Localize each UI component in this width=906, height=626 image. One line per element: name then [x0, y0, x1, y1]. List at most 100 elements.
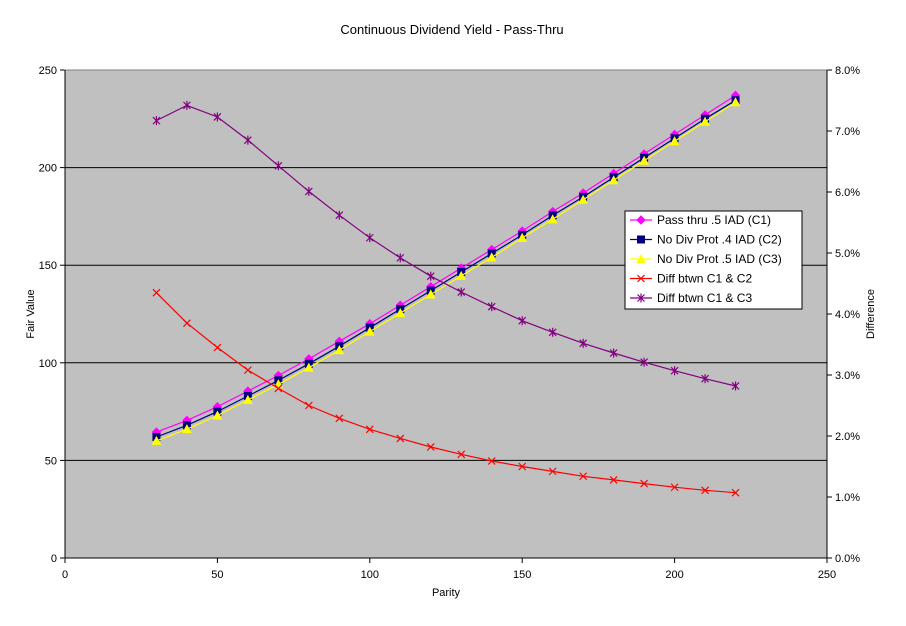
- y-tick-label: 100: [39, 358, 57, 370]
- legend: Pass thru .5 IAD (C1) No Div Prot .4 IAD …: [624, 210, 803, 310]
- data-point: [396, 253, 405, 263]
- marker-stroke: [548, 467, 557, 476]
- data-point: [548, 327, 557, 337]
- series-layer: [151, 90, 741, 497]
- marker-stroke: [274, 384, 283, 393]
- marker-stroke: [335, 414, 344, 423]
- y-tick-label: 150: [39, 260, 57, 272]
- data-point: [335, 210, 344, 220]
- data-point: [487, 302, 496, 312]
- data-point: [151, 435, 162, 445]
- marker-stroke: [457, 450, 466, 459]
- data-point: [243, 135, 252, 145]
- data-point: [274, 161, 283, 171]
- marker-stroke: [637, 274, 645, 283]
- data-point: [731, 381, 740, 391]
- data-point: [548, 467, 557, 476]
- marker-stroke: [670, 483, 679, 492]
- marker-stroke: [182, 319, 191, 328]
- data-point: [701, 374, 710, 384]
- y2-tick-label: 1.0%: [835, 492, 860, 504]
- data-point: [486, 252, 497, 262]
- legend-label: No Div Prot .4 IAD (C2): [657, 233, 782, 247]
- x-tick-label: 50: [211, 569, 223, 581]
- data-point: [670, 366, 679, 376]
- y2-tick-label: 2.0%: [835, 431, 860, 443]
- x-tick-label: 150: [513, 569, 531, 581]
- y-axis-title: Fair Value: [25, 289, 37, 338]
- data-point: [274, 384, 283, 393]
- data-point: [640, 357, 649, 367]
- y2-tick-label: 0.0%: [835, 553, 860, 565]
- legend-swatch-marker: [636, 253, 646, 263]
- y2-tick-label: 7.0%: [835, 126, 860, 138]
- data-point: [640, 479, 649, 488]
- data-point: [425, 289, 436, 299]
- data-point: [182, 100, 191, 110]
- data-point: [669, 136, 680, 146]
- series-5: [152, 100, 740, 391]
- marker-stroke: [518, 462, 527, 471]
- y-tick-label: 0: [51, 553, 57, 565]
- data-point: [547, 214, 558, 224]
- series-3: [151, 97, 741, 445]
- data-point: [670, 483, 679, 492]
- marker-stroke: [731, 488, 740, 497]
- data-point: [608, 175, 619, 185]
- y-tick-label: 200: [39, 163, 57, 175]
- data-point: [730, 97, 741, 107]
- legend-item: Diff btwn C1 & C2: [630, 272, 752, 286]
- legend-item: No Div Prot .5 IAD (C3): [630, 252, 782, 266]
- data-point: [212, 410, 223, 420]
- marker-stroke: [701, 486, 710, 495]
- legend-box: [624, 210, 803, 310]
- series-line: [156, 99, 736, 438]
- axes: 0 50 100 150 200 250 0.0% 1.0% 2.0% 3.0% 4.0% 5.0% 6…: [39, 65, 861, 581]
- data-point: [426, 443, 435, 451]
- data-point: [396, 434, 405, 443]
- data-point: [609, 475, 618, 484]
- plot-area: [65, 70, 827, 558]
- marker-stroke: [640, 479, 649, 488]
- x-tick-label: 0: [62, 569, 68, 581]
- data-point: [579, 472, 588, 481]
- legend-label: No Div Prot .5 IAD (C3): [657, 252, 782, 266]
- y2-tick-label: 3.0%: [835, 370, 860, 382]
- data-point: [243, 394, 253, 404]
- data-point: [304, 186, 313, 196]
- marker-stroke: [243, 366, 252, 375]
- data-point: [579, 338, 588, 348]
- legend-swatch-marker: [636, 215, 646, 225]
- marker-stroke: [609, 475, 618, 484]
- series-line: [156, 101, 736, 442]
- series-line: [155, 292, 736, 494]
- legend-item: Pass thru .5 IAD (C1): [630, 213, 771, 227]
- legend-label: Pass thru .5 IAD (C1): [657, 213, 771, 227]
- y2-tick-label: 6.0%: [835, 187, 860, 199]
- data-point: [426, 271, 435, 281]
- data-point: [213, 112, 222, 122]
- data-point: [700, 116, 710, 126]
- x-tick-label: 200: [665, 569, 683, 581]
- legend-label: Diff btwn C1 & C3: [657, 291, 752, 305]
- x-tick-label: 250: [818, 569, 836, 581]
- legend-swatch-marker: [637, 274, 645, 283]
- legend-item: No Div Prot .4 IAD (C2): [630, 233, 782, 247]
- series-4: [152, 288, 740, 497]
- marker-stroke: [396, 434, 405, 443]
- y2-tick-label: 4.0%: [835, 309, 860, 321]
- data-point: [365, 233, 374, 243]
- marker-stroke: [213, 343, 222, 352]
- legend-item: Diff btwn C1 & C3: [630, 291, 752, 305]
- data-point: [609, 348, 618, 358]
- data-point: [395, 307, 406, 318]
- series-line: [156, 94, 736, 433]
- data-point: [182, 319, 191, 328]
- data-point: [334, 345, 345, 355]
- data-point: [639, 155, 649, 165]
- data-point: [304, 401, 313, 410]
- legend-swatch-marker: [637, 293, 645, 303]
- data-point: [518, 316, 527, 326]
